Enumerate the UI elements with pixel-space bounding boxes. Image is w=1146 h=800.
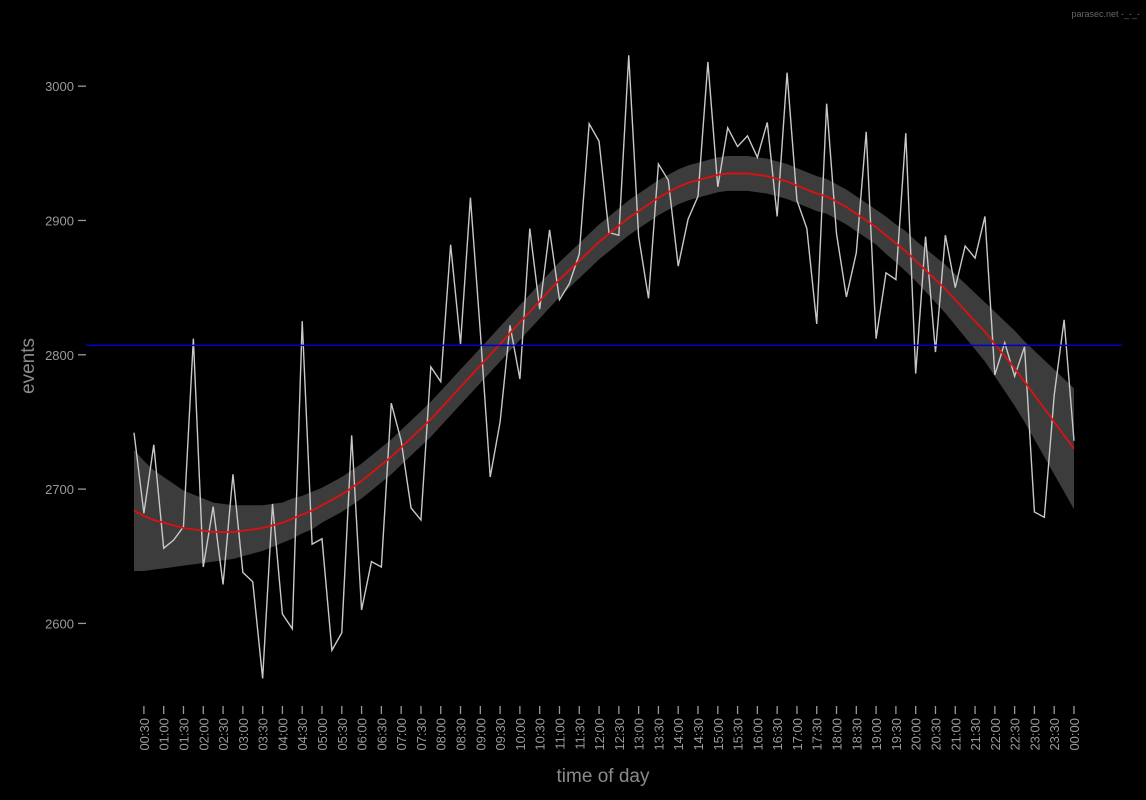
x-tick-label: 10:30 (533, 718, 548, 751)
y-tick-label: 2800 (45, 348, 74, 363)
x-tick-label: 15:00 (711, 718, 726, 751)
x-tick-label: 09:00 (473, 718, 488, 751)
x-tick-label: 17:00 (790, 718, 805, 751)
x-tick-label: 01:00 (157, 718, 172, 751)
x-tick-label: 11:30 (572, 718, 587, 750)
x-tick-label: 18:30 (849, 718, 864, 751)
x-tick-label: 17:30 (810, 718, 825, 751)
x-tick-label: 11:00 (552, 718, 567, 750)
x-tick-label: 18:00 (830, 718, 845, 751)
x-tick-label: 12:30 (612, 718, 627, 751)
x-tick-label: 14:00 (671, 718, 686, 751)
x-tick-label: 14:30 (691, 718, 706, 751)
x-tick-label: 07:00 (394, 718, 409, 751)
y-tick-label: 2600 (45, 616, 74, 631)
x-tick-label: 16:30 (770, 718, 785, 751)
confidence-band (134, 156, 1074, 572)
x-tick-label: 12:00 (592, 718, 607, 751)
x-tick-label: 13:30 (651, 718, 666, 751)
x-tick-label: 20:00 (909, 718, 924, 751)
y-tick-label: 3000 (45, 79, 74, 94)
x-tick-label: 09:30 (493, 718, 508, 751)
x-tick-label: 06:30 (374, 718, 389, 751)
x-tick-label: 02:00 (196, 718, 211, 751)
x-tick-label: 04:00 (275, 718, 290, 751)
x-tick-label: 03:30 (256, 718, 271, 751)
x-tick-label: 16:00 (750, 718, 765, 751)
x-tick-label: 21:00 (948, 718, 963, 751)
x-tick-label: 00:00 (1067, 718, 1082, 751)
x-tick-label: 07:30 (414, 718, 429, 751)
x-tick-label: 22:30 (1008, 718, 1023, 751)
x-tick-label: 01:30 (176, 718, 191, 751)
x-tick-label: 02:30 (216, 718, 231, 751)
x-tick-label: 03:00 (236, 718, 251, 751)
x-tick-label: 05:30 (335, 718, 350, 751)
x-axis-title: time of day (557, 766, 650, 787)
x-tick-label: 00:30 (137, 718, 152, 751)
watermark: parasec.net -_-_- (1071, 9, 1140, 19)
y-tick-label: 2700 (45, 482, 74, 497)
data-line (133, 55, 1075, 679)
x-tick-label: 21:30 (968, 718, 983, 751)
x-tick-label: 19:30 (889, 718, 904, 751)
y-tick-label: 2900 (45, 213, 74, 228)
x-tick-label: 19:00 (869, 718, 884, 751)
x-tick-label: 05:00 (315, 718, 330, 751)
x-tick-label: 23:00 (1027, 718, 1042, 751)
x-tick-label: 22:00 (988, 718, 1003, 751)
y-axis-title: events (18, 338, 39, 394)
x-tick-label: 23:30 (1047, 718, 1062, 751)
trend-line (133, 172, 1075, 533)
x-tick-label: 04:30 (295, 718, 310, 751)
x-tick-label: 15:30 (731, 718, 746, 751)
x-tick-label: 08:30 (454, 718, 469, 751)
x-tick-label: 08:00 (434, 718, 449, 751)
x-tick-label: 06:00 (355, 718, 370, 751)
x-tick-label: 10:00 (513, 718, 528, 751)
x-tick-label: 20:30 (928, 718, 943, 751)
x-tick-label: 13:00 (632, 718, 647, 751)
